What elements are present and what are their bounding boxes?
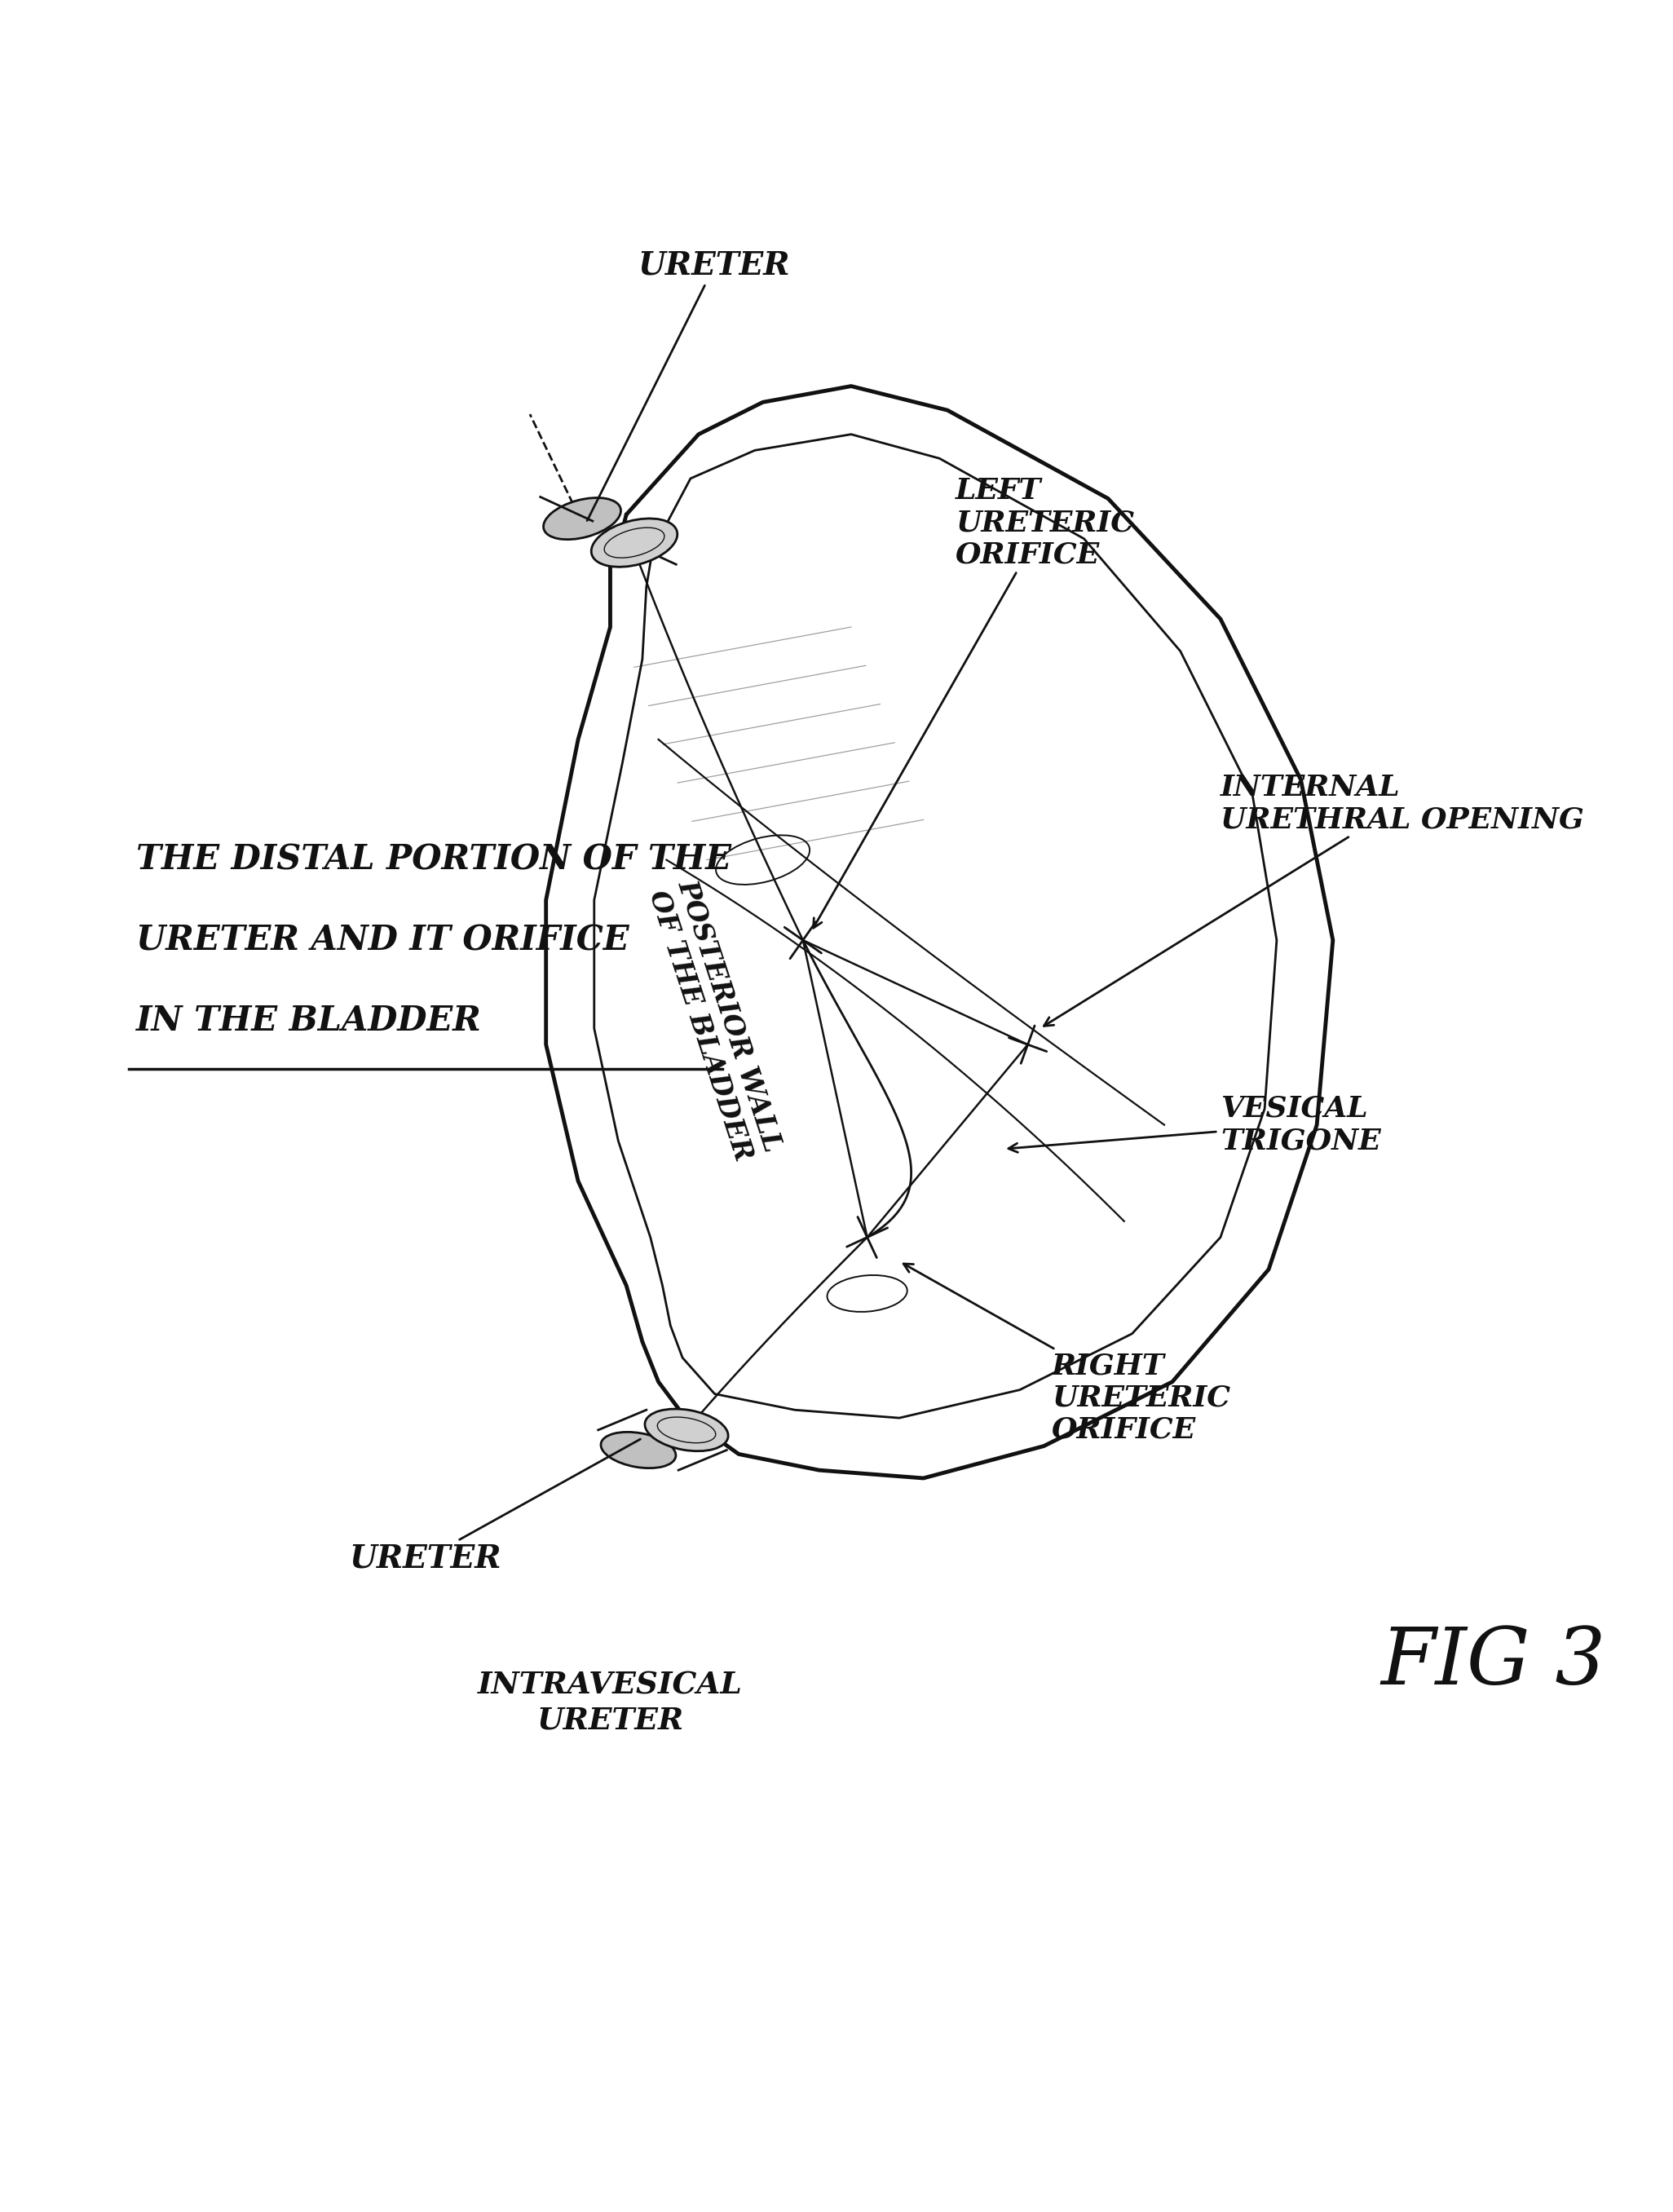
Text: URETER AND IT ORIFICE: URETER AND IT ORIFICE [137,922,629,958]
Text: LEFT
URETERIC
ORIFICE: LEFT URETERIC ORIFICE [813,476,1134,929]
Text: IN THE BLADDER: IN THE BLADDER [137,1004,482,1037]
Text: FIG 3: FIG 3 [1382,1624,1606,1701]
Text: RIGHT
URETERIC
ORIFICE: RIGHT URETERIC ORIFICE [903,1263,1230,1444]
Text: INTERNAL
URETHRAL OPENING: INTERNAL URETHRAL OPENING [1044,774,1584,1026]
Ellipse shape [644,1409,728,1451]
Text: URETER: URETER [350,1440,641,1575]
Text: URETER: URETER [587,250,791,520]
Ellipse shape [544,498,621,540]
Ellipse shape [601,1431,676,1469]
Text: VESICAL
TRIGONE: VESICAL TRIGONE [1009,1095,1380,1155]
Ellipse shape [591,518,678,566]
Text: THE DISTAL PORTION OF THE: THE DISTAL PORTION OF THE [137,843,731,876]
Text: POSTERIOR WALL
OF THE BLADDER: POSTERIOR WALL OF THE BLADDER [642,876,786,1166]
Text: INTRAVESICAL
URETER: INTRAVESICAL URETER [478,1670,743,1736]
